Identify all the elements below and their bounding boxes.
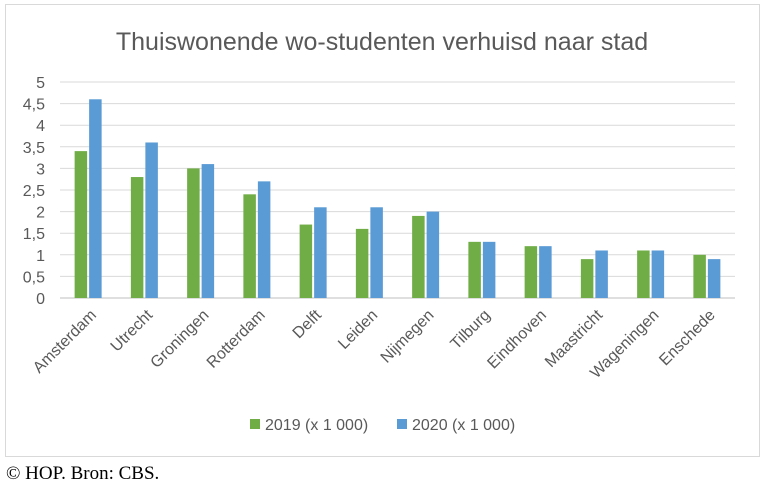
y-tick-label: 4,5 <box>23 97 45 114</box>
y-tick-label: 2,5 <box>23 183 45 200</box>
bar-series1 <box>299 224 313 298</box>
legend-swatch <box>397 419 407 429</box>
bar-series1 <box>355 228 369 298</box>
x-tick-label: Tilburg <box>448 307 494 353</box>
x-tick-label: Nijmegen <box>378 307 438 367</box>
bar-series2 <box>595 250 608 298</box>
bar-series1 <box>243 194 256 298</box>
y-tick-label: 3,5 <box>23 140 45 157</box>
bars <box>74 99 721 298</box>
y-tick-label: 5 <box>36 75 45 92</box>
bar-chart: Thuiswonende wo-studenten verhuisd naar … <box>23 28 735 434</box>
x-tick-label: Eindhoven <box>484 307 549 372</box>
bar-series2 <box>370 207 383 298</box>
y-tick-label: 3 <box>36 161 45 178</box>
bar-series1 <box>74 151 88 298</box>
bar-series1 <box>412 215 425 298</box>
y-tick-label: 0,5 <box>23 269 45 286</box>
bar-series2 <box>426 211 440 298</box>
y-tick-label: 1 <box>36 248 45 265</box>
bar-series2 <box>651 250 665 298</box>
bar-series1 <box>524 246 538 298</box>
bar-series2 <box>89 99 102 298</box>
source-credit: © HOP. Bron: CBS. <box>6 463 160 484</box>
legend-swatch <box>250 419 260 429</box>
legend-label: 2020 (x 1 000) <box>412 417 515 434</box>
bar-series2 <box>201 164 215 298</box>
y-tick-label: 4 <box>36 118 45 135</box>
bar-series2 <box>539 246 552 298</box>
gridlines <box>60 81 735 299</box>
x-tick-label: Delft <box>290 306 326 342</box>
x-tick-label: Groningen <box>148 307 213 372</box>
bar-series2 <box>145 142 158 298</box>
bar-series2 <box>314 207 327 298</box>
bar-series1 <box>693 254 706 298</box>
bar-series1 <box>580 259 594 298</box>
y-axis-ticks: 0 0,5 1 1,5 2 2,5 3 3,5 4 4,5 5 <box>23 75 45 308</box>
y-tick-label: 1,5 <box>23 226 45 243</box>
x-tick-label: Enschede <box>656 307 718 369</box>
y-tick-label: 0 <box>36 291 45 308</box>
bar-series1 <box>637 250 650 298</box>
bar-series1 <box>187 168 200 298</box>
x-tick-label: Amsterdam <box>30 307 100 377</box>
chart-title: Thuiswonende wo-studenten verhuisd naar … <box>116 28 648 56</box>
x-tick-label: Utrecht <box>108 306 157 355</box>
bar-series2 <box>257 181 271 298</box>
x-tick-label: Rotterdam <box>204 307 269 372</box>
x-tick-label: Leiden <box>335 307 381 353</box>
legend: 2019 (x 1 000) 2020 (x 1 000) <box>250 417 515 434</box>
bar-series1 <box>130 177 144 298</box>
legend-label: 2019 (x 1 000) <box>265 417 368 434</box>
bar-series1 <box>468 241 481 298</box>
y-tick-label: 2 <box>36 205 45 222</box>
bar-series2 <box>707 259 721 298</box>
bar-series2 <box>482 241 496 298</box>
